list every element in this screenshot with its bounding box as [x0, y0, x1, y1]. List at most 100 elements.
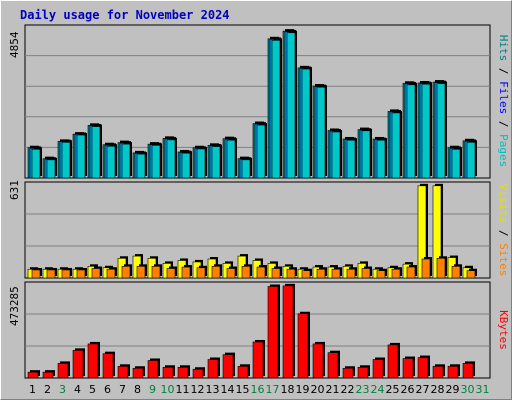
x-tick-label: 4	[74, 383, 81, 396]
pages-bar	[256, 123, 267, 179]
x-tick-label: 20	[311, 383, 325, 396]
x-tick-label: 22	[341, 383, 355, 396]
pages-bar-face	[76, 134, 86, 179]
kbytes-bar	[102, 351, 115, 379]
kbytes-bar	[342, 366, 355, 379]
sites-bar-face	[421, 258, 431, 279]
kbytes-bar	[252, 339, 265, 379]
x-tick-label: 10	[161, 383, 175, 396]
x-tick-label: 26	[401, 383, 415, 396]
kbytes-bar-face	[102, 353, 114, 379]
pages-bar-face	[241, 159, 251, 179]
kbytes-bar	[177, 365, 190, 379]
sites-bar-face	[391, 268, 401, 279]
pages-bar	[421, 82, 432, 179]
kbytes-bar-face	[282, 285, 294, 379]
pages-bar	[241, 157, 252, 179]
kbytes-bar-face	[147, 360, 159, 379]
kbytes-bar-face	[402, 358, 414, 379]
sites-bar	[286, 267, 297, 279]
x-tick-label: 17	[266, 383, 280, 396]
pages-bar-face	[376, 139, 386, 179]
kbytes-bar-face	[447, 366, 459, 379]
x-tick-label: 5	[89, 383, 96, 396]
x-tick-label: 24	[371, 383, 385, 396]
sites-bar	[391, 267, 402, 279]
pages-bar	[151, 143, 162, 179]
x-tick-label: 23	[356, 383, 370, 396]
kbytes-bar	[432, 364, 445, 379]
pages-bar-face	[301, 68, 311, 179]
sites-bar	[76, 267, 87, 279]
kbytes-bar	[237, 364, 250, 379]
pages-bar-face	[196, 148, 206, 179]
sites-bar-face	[76, 269, 86, 279]
pages-bar-face	[391, 112, 401, 179]
kbytes-bar-face	[162, 366, 174, 379]
kbytes-bar	[42, 370, 55, 379]
kbytes-bar-face	[87, 343, 99, 379]
sites-bar	[436, 256, 447, 279]
pages-bar	[46, 157, 57, 179]
sites-bar	[466, 268, 477, 279]
kbytes-bar-face	[372, 359, 384, 379]
kbytes-bar	[192, 367, 205, 379]
pages-bar-face	[151, 145, 161, 179]
pages-bar	[331, 130, 342, 179]
kbytes-bar-face	[432, 366, 444, 379]
kbytes-bar-face	[192, 368, 204, 379]
sites-bar	[331, 267, 342, 279]
kbytes-bar-face	[297, 313, 309, 379]
sites-bar	[301, 268, 312, 279]
x-tick-label: 12	[191, 383, 205, 396]
pages-bar-face	[421, 83, 431, 179]
sites-bar	[61, 267, 72, 279]
bottom-series-label: KBytes	[497, 310, 510, 350]
pages-bar-face	[346, 139, 356, 179]
pages-bar	[31, 147, 42, 179]
sites-bar	[421, 257, 432, 279]
kbytes-bar-face	[312, 343, 324, 379]
kbytes-bar	[207, 357, 220, 379]
pages-bar	[286, 30, 297, 179]
sites-bar-face	[256, 266, 266, 279]
pages-bar	[316, 85, 327, 179]
kbytes-bar	[327, 350, 340, 379]
sites-bar-face	[346, 268, 356, 279]
sites-bar-face	[361, 268, 371, 279]
middle-series-label: Visits / Sites	[497, 184, 510, 277]
pages-bar-face	[361, 130, 371, 179]
pages-bar-face	[436, 83, 446, 179]
bottom-max-label: 473285	[8, 286, 21, 326]
x-tick-label: 6	[104, 383, 111, 396]
kbytes-bar-face	[132, 367, 144, 379]
kbytes-bar	[372, 357, 385, 379]
sites-bar-face	[166, 268, 176, 279]
sites-bar	[346, 267, 357, 279]
pages-bar-face	[181, 152, 191, 179]
kbytes-bar-face	[207, 359, 219, 379]
pages-bar	[181, 151, 192, 179]
x-tick-label: 1	[29, 383, 36, 396]
pages-bar-face	[211, 146, 221, 179]
kbytes-bar-face	[387, 344, 399, 379]
sites-bar-face	[46, 269, 56, 279]
pages-bar	[106, 144, 117, 179]
kbytes-bar-face	[252, 341, 264, 379]
x-tick-label: 18	[281, 383, 295, 396]
sites-bar-face	[406, 266, 416, 279]
x-tick-label: 27	[416, 383, 430, 396]
sites-bar	[121, 264, 132, 279]
kbytes-bar-face	[267, 286, 279, 379]
pages-bar	[226, 138, 237, 179]
pages-bar	[436, 81, 447, 179]
pages-bar	[271, 38, 282, 179]
sites-bar	[91, 266, 102, 279]
sites-bar	[46, 267, 57, 279]
x-tick-label: 16	[251, 383, 265, 396]
sites-bar-face	[331, 268, 341, 279]
kbytes-bar	[57, 361, 70, 379]
pages-bar-face	[91, 126, 101, 179]
pages-bar-face	[61, 141, 71, 179]
sites-bar-face	[61, 269, 71, 279]
